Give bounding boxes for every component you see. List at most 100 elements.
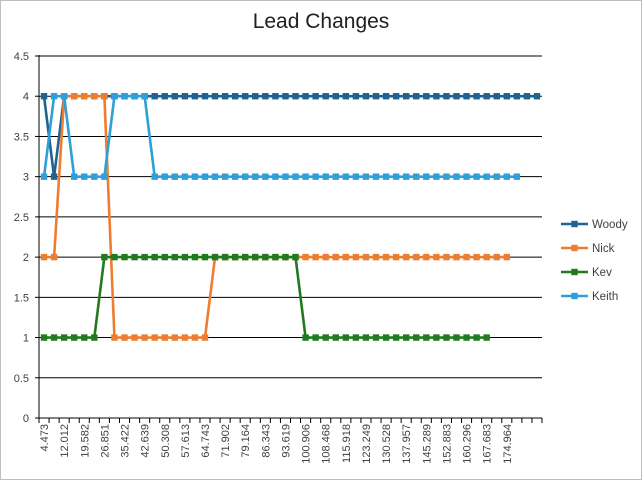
x-tick-label: 4.473 bbox=[39, 424, 51, 452]
data-point bbox=[443, 173, 450, 180]
data-point bbox=[171, 93, 179, 100]
data-point bbox=[111, 334, 118, 341]
data-point bbox=[272, 93, 279, 100]
data-point bbox=[131, 253, 138, 261]
data-point bbox=[272, 253, 279, 261]
data-point bbox=[221, 253, 229, 261]
data-point bbox=[121, 93, 128, 100]
chart-title: Lead Changes bbox=[252, 10, 390, 33]
x-tick-label: 174.964 bbox=[502, 424, 514, 464]
data-point bbox=[413, 334, 420, 341]
data-point bbox=[312, 93, 319, 100]
data-point bbox=[40, 334, 48, 341]
x-tick-label: 152.883 bbox=[441, 424, 453, 464]
data-point bbox=[191, 253, 199, 261]
data-point bbox=[382, 173, 390, 180]
data-point bbox=[40, 93, 48, 100]
data-point bbox=[392, 334, 400, 341]
legend-marker bbox=[571, 268, 578, 276]
data-point bbox=[272, 173, 279, 180]
data-point bbox=[362, 253, 370, 261]
data-point bbox=[312, 334, 319, 341]
data-point bbox=[342, 173, 350, 180]
data-point bbox=[402, 173, 410, 180]
data-point bbox=[423, 93, 430, 100]
data-point bbox=[473, 253, 480, 261]
x-tick-label: 64.743 bbox=[200, 424, 212, 458]
x-tick-label: 26.851 bbox=[99, 424, 111, 458]
data-point bbox=[352, 253, 360, 261]
x-tick-label: 108.468 bbox=[321, 424, 333, 464]
legend-label: Kev bbox=[592, 267, 612, 279]
data-point bbox=[81, 173, 88, 180]
data-point bbox=[60, 334, 68, 341]
data-point bbox=[242, 93, 249, 100]
data-point bbox=[382, 253, 390, 261]
data-point bbox=[402, 93, 410, 100]
legend-marker bbox=[571, 220, 578, 228]
data-point bbox=[433, 173, 440, 180]
data-point bbox=[453, 253, 460, 261]
data-point bbox=[322, 334, 329, 341]
data-point bbox=[372, 93, 380, 100]
data-point bbox=[252, 253, 259, 261]
data-point bbox=[171, 253, 179, 261]
data-point bbox=[463, 93, 470, 100]
data-point bbox=[171, 173, 179, 180]
data-point bbox=[332, 334, 339, 341]
data-point bbox=[60, 93, 68, 100]
x-tick-label: 115.918 bbox=[341, 424, 353, 463]
data-point bbox=[322, 173, 329, 180]
data-point bbox=[171, 334, 179, 341]
data-point bbox=[423, 253, 430, 261]
data-point bbox=[71, 93, 78, 100]
data-point bbox=[181, 253, 189, 261]
data-point bbox=[513, 93, 521, 100]
legend-label: Keith bbox=[592, 291, 618, 303]
x-tick-label: 50.308 bbox=[160, 424, 172, 458]
x-tick-label: 167.683 bbox=[482, 424, 494, 464]
data-point bbox=[71, 334, 78, 341]
x-tick-label: 145.289 bbox=[421, 424, 433, 464]
data-point bbox=[242, 253, 249, 261]
data-point bbox=[252, 93, 259, 100]
data-point bbox=[473, 173, 480, 180]
data-point bbox=[493, 253, 500, 261]
y-tick-label: 1 bbox=[23, 333, 29, 345]
y-tick-label: 3 bbox=[23, 172, 29, 184]
data-point bbox=[151, 253, 158, 261]
y-tick-label: 0 bbox=[23, 413, 29, 425]
data-point bbox=[352, 334, 360, 341]
data-point bbox=[302, 93, 309, 100]
data-point bbox=[71, 173, 78, 180]
data-point bbox=[81, 93, 88, 100]
data-point bbox=[40, 173, 48, 180]
x-tick-label: 137.957 bbox=[401, 424, 413, 464]
data-point bbox=[503, 253, 510, 261]
x-tick-label: 93.619 bbox=[280, 424, 292, 458]
data-point bbox=[483, 334, 490, 341]
x-tick-label: 100.906 bbox=[301, 424, 313, 464]
legend-label: Nick bbox=[592, 243, 615, 255]
data-point bbox=[242, 173, 249, 180]
data-point bbox=[111, 93, 118, 100]
data-point bbox=[121, 253, 128, 261]
data-point bbox=[513, 173, 521, 180]
data-point bbox=[121, 334, 128, 341]
data-point bbox=[392, 173, 400, 180]
x-tick-label: 160.296 bbox=[462, 424, 474, 464]
data-point bbox=[483, 253, 490, 261]
data-point bbox=[101, 173, 108, 180]
data-point bbox=[151, 93, 158, 100]
data-point bbox=[362, 93, 370, 100]
data-point bbox=[332, 253, 339, 261]
y-tick-label: 4.5 bbox=[14, 51, 29, 63]
x-tick-label: 123.249 bbox=[361, 424, 373, 464]
data-point bbox=[231, 93, 239, 100]
data-point bbox=[131, 334, 138, 341]
data-point bbox=[292, 253, 299, 261]
data-point bbox=[453, 93, 460, 100]
series-kev bbox=[40, 253, 490, 341]
data-point bbox=[382, 334, 390, 341]
